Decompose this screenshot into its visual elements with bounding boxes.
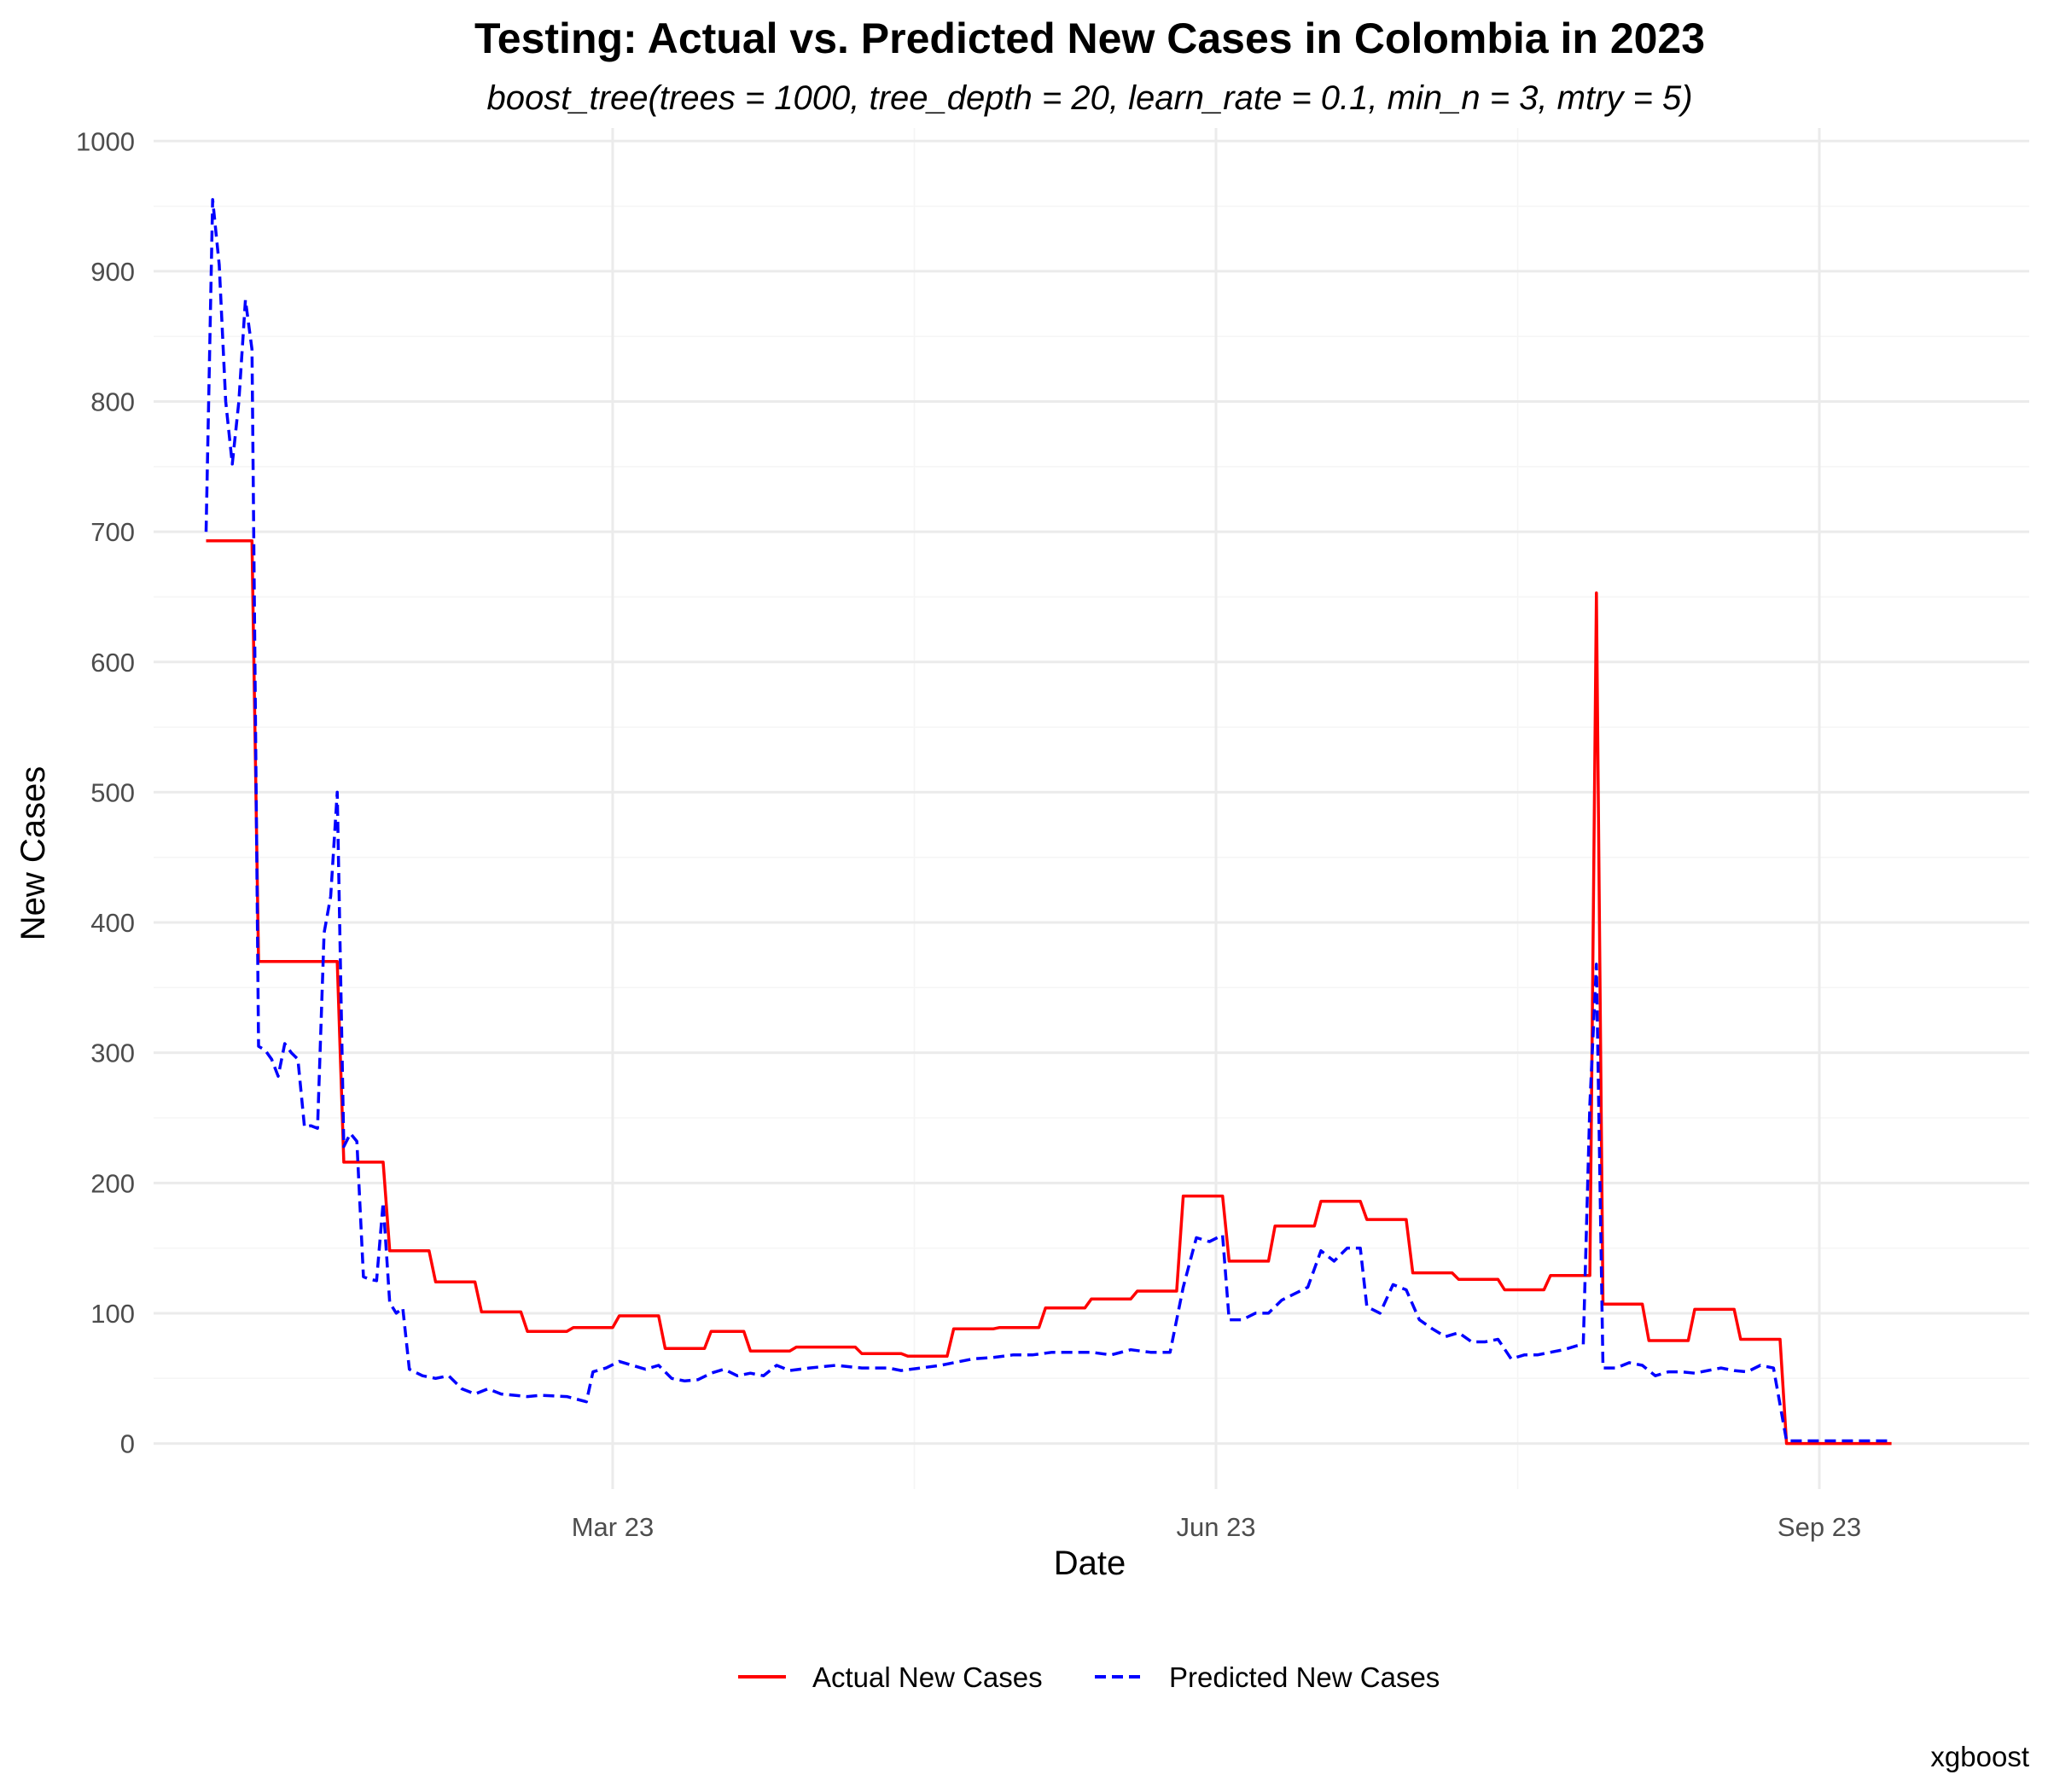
series-lines	[204, 198, 1892, 1446]
legend: Actual New Cases Predicted New Cases	[738, 1661, 1440, 1693]
x-tick-label: Jun 23	[1176, 1512, 1255, 1542]
y-tick-label: 900	[90, 257, 135, 287]
y-tick-label: 800	[90, 387, 135, 417]
x-axis-title: Date	[1054, 1545, 1126, 1582]
predicted-new-cases-line	[204, 198, 1892, 1443]
y-axis-title: New Cases	[15, 766, 52, 941]
y-tick-label: 1000	[76, 126, 135, 156]
chart-subtitle: boost_tree(trees = 1000, tree_depth = 20…	[486, 79, 1692, 117]
y-tick-label: 300	[90, 1039, 135, 1068]
legend-label: Actual New Cases	[812, 1661, 1043, 1693]
legend-item-actual: Actual New Cases	[738, 1661, 1043, 1693]
legend-item-predicted: Predicted New Cases	[1095, 1661, 1440, 1693]
y-axis-ticks: 0 100 200 300 400 500 600 700 800 900 1000	[76, 126, 135, 1458]
chart-title: Testing: Actual vs. Predicted New Cases …	[474, 15, 1705, 62]
y-tick-label: 0	[120, 1429, 135, 1459]
actual-new-cases-line	[206, 539, 1892, 1446]
y-tick-label: 600	[90, 648, 135, 678]
gridlines	[154, 128, 2029, 1489]
y-tick-label: 400	[90, 908, 135, 938]
caption: xgboost	[1930, 1741, 2029, 1772]
x-tick-label: Sep 23	[1777, 1512, 1861, 1542]
y-tick-label: 500	[90, 777, 135, 807]
y-tick-label: 200	[90, 1168, 135, 1198]
x-axis-ticks: Mar 23 Jun 23 Sep 23	[572, 1512, 1861, 1542]
y-tick-label: 100	[90, 1299, 135, 1329]
y-tick-label: 700	[90, 517, 135, 547]
legend-label: Predicted New Cases	[1169, 1661, 1440, 1693]
x-tick-label: Mar 23	[572, 1512, 654, 1542]
